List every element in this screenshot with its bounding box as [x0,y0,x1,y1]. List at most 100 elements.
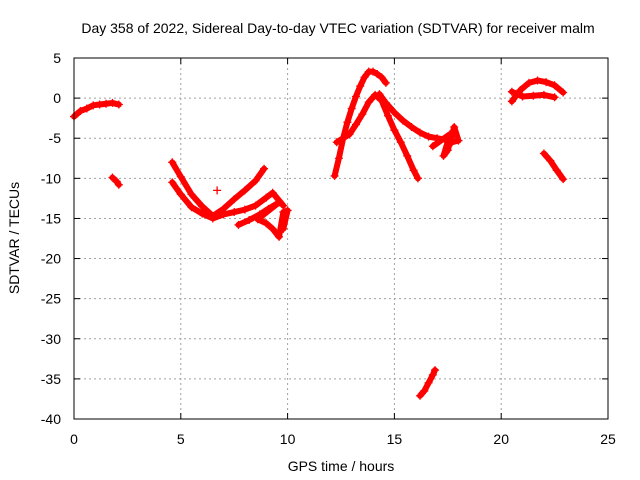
data-point [351,92,360,101]
series-trace [540,150,567,183]
data-point [439,151,448,160]
data-point [409,166,418,175]
data-point [339,134,348,143]
data-series [507,76,568,106]
data-point [262,219,271,228]
tick-labels: 0 5 10 15 20 25 5 0 -5 -10 -15 -20 -25 -30 -35 -40 [41,50,616,447]
data-point [264,204,273,213]
data-point [351,120,360,129]
ticks [73,57,609,420]
data-point [234,220,243,229]
data-series [416,366,439,400]
data-point [213,186,222,195]
data-point [268,224,277,233]
data-point [262,193,271,202]
data-point [377,73,386,82]
data-point [559,88,568,97]
data-point [364,98,373,107]
data-point [76,106,85,115]
data-point [102,99,111,108]
y-tick-label: -5 [49,130,62,146]
data-point [275,232,284,241]
data-point [330,171,339,180]
data-point [187,203,196,212]
y-axis-label: SDTVAR / TECUs [6,182,22,294]
data-point [390,126,399,135]
data-point [428,142,437,151]
data-point [356,82,365,91]
data-point [552,166,561,175]
x-axis-label: GPS time / hours [288,458,395,474]
data-point [424,132,433,141]
y-tick-label: -15 [41,210,61,226]
data-point [334,154,343,163]
data-point [279,208,288,217]
data-point [430,366,439,375]
y-tick-label: -20 [41,251,61,267]
data-point [114,100,123,109]
data-series [108,173,123,189]
data-point [114,180,123,189]
data-point [283,206,292,215]
y-tick-label: -25 [41,291,61,307]
data-point [358,110,367,119]
x-tick-label: 20 [493,431,509,447]
y-tick-label: -40 [41,411,61,427]
y-tick-label: 5 [53,50,61,66]
data-point [260,164,269,173]
data-point [219,210,228,219]
data-point [240,186,249,195]
data-series [375,90,463,160]
data-point [424,378,433,387]
data-point [524,78,533,87]
data-point [398,116,407,125]
data-point [413,174,422,183]
data-point [529,91,538,100]
data-point [428,370,437,379]
data-point [332,138,341,147]
series-trace [376,91,462,159]
data-point [345,130,354,139]
data-series [539,149,568,184]
x-tick-label: 10 [280,431,296,447]
data-point [443,146,452,155]
data-point [82,104,91,113]
data-point [253,215,262,224]
data-point [240,205,249,214]
data-point [381,98,390,107]
data-point [208,214,217,223]
data-series [213,186,291,241]
data-point [516,86,525,95]
data-point [390,108,399,117]
data-point [507,97,516,106]
data-point [396,138,405,147]
data-point [198,209,207,218]
x-tick-label: 15 [387,431,403,447]
data-point [255,210,264,219]
data-point [546,156,555,165]
data-point [168,158,177,167]
data-point [108,173,117,182]
data-point [416,128,425,137]
x-tick-label: 5 [177,431,185,447]
series-trace [169,179,287,222]
data-point [343,118,352,127]
data-point [539,149,548,158]
data-series [332,90,422,183]
series-trace [169,159,268,220]
y-tick-label: 0 [53,90,61,106]
data-point [347,104,356,113]
y-tick-label: -10 [41,170,61,186]
data-point [108,98,117,107]
data-point [403,151,412,160]
data-point [187,190,196,199]
data-point [369,67,378,76]
data-point [198,202,207,211]
data-point [230,208,239,217]
data-series [168,158,269,221]
data-point [407,122,416,131]
data-point [176,190,185,199]
data-point [450,122,459,131]
y-tick-label: -30 [41,331,61,347]
